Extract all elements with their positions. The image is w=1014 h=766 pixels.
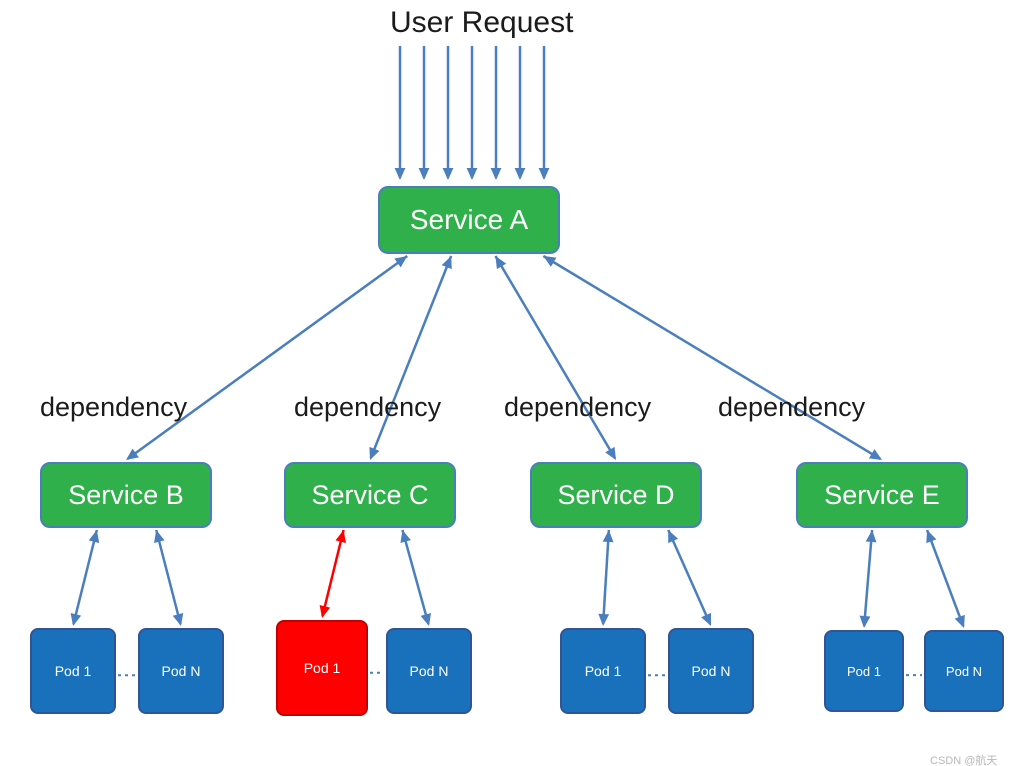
pod-node-e1: Pod 1 xyxy=(824,630,904,712)
dependency-label: dependency xyxy=(504,392,651,423)
service-node-svcE: Service E xyxy=(796,462,968,528)
dependency-label: dependency xyxy=(294,392,441,423)
dependency-label: dependency xyxy=(718,392,865,423)
service-node-svcA: Service A xyxy=(378,186,560,254)
pod-node-en: Pod N xyxy=(924,630,1004,712)
title-user-request: User Request xyxy=(390,6,573,40)
watermark: CSDN @航天 xyxy=(930,752,997,766)
pod-node-cn: Pod N xyxy=(386,628,472,714)
pod_fail-node-c1: Pod 1 xyxy=(276,620,368,716)
pod-node-b1: Pod 1 xyxy=(30,628,116,714)
service-node-svcB: Service B xyxy=(40,462,212,528)
service-node-svcD: Service D xyxy=(530,462,702,528)
pod-node-d1: Pod 1 xyxy=(560,628,646,714)
pod-node-bn: Pod N xyxy=(138,628,224,714)
dependency-label: dependency xyxy=(40,392,187,423)
diagram-stage: User Request CSDN @航天 Service A Service B… xyxy=(0,0,1014,766)
pod-node-dn: Pod N xyxy=(668,628,754,714)
service-node-svcC: Service C xyxy=(284,462,456,528)
